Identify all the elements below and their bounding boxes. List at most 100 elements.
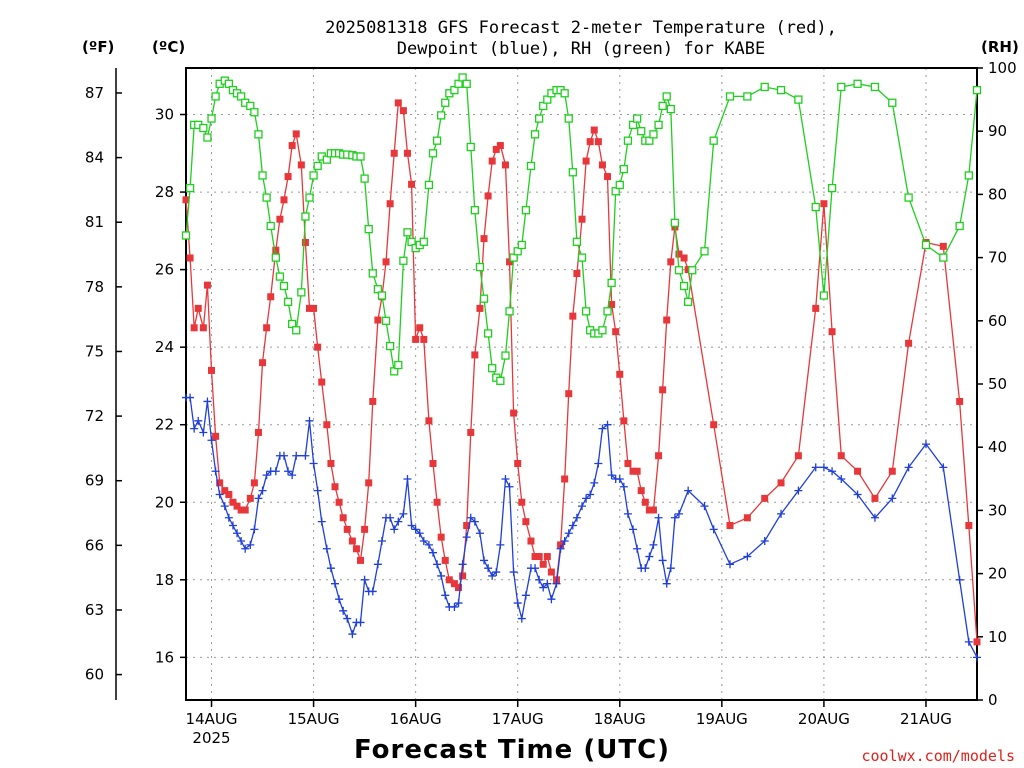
temperature-point xyxy=(335,498,343,506)
dewpoint-point xyxy=(377,537,386,546)
temperature-point xyxy=(416,324,424,332)
temperature-point xyxy=(539,560,547,568)
dewpoint-point xyxy=(424,540,433,549)
temperature-point xyxy=(506,258,514,266)
x-tick-sublabel: 2025 xyxy=(192,729,230,747)
temperature-point xyxy=(594,138,602,146)
rh-point xyxy=(632,114,642,123)
temperature-point xyxy=(284,173,292,181)
rh-point xyxy=(399,256,408,265)
rh-tick-label: 10 xyxy=(988,628,1007,646)
temperature-point xyxy=(522,518,530,526)
dewpoint-point xyxy=(343,614,352,623)
x-tick-label: 14AUG xyxy=(186,710,238,728)
dewpoint-point xyxy=(450,602,459,611)
rh-point xyxy=(385,341,395,351)
temperature-series xyxy=(182,99,981,646)
dewpoint-point xyxy=(964,637,973,646)
rh-point xyxy=(466,142,475,152)
rh-point xyxy=(607,278,616,288)
temperature-point xyxy=(590,126,598,134)
celsius-tick-label: 22 xyxy=(155,416,174,434)
rh-point xyxy=(853,79,862,88)
dewpoint-point xyxy=(870,513,879,522)
fahrenheit-tick-label: 60 xyxy=(85,666,104,684)
temperature-point xyxy=(726,522,734,530)
temperature-point xyxy=(761,494,769,502)
celsius-tick-label: 28 xyxy=(155,183,174,201)
temperature-point xyxy=(433,498,441,506)
rh-point xyxy=(437,111,446,120)
dewpoint-point xyxy=(246,540,255,549)
temperature-point xyxy=(272,246,280,254)
dewpoint-point xyxy=(488,571,497,580)
dewpoint-point xyxy=(629,525,638,534)
temperature-point xyxy=(412,335,420,343)
rh-point xyxy=(955,221,964,231)
dewpoint-point xyxy=(505,482,514,491)
rh-point xyxy=(794,95,803,104)
rh-point xyxy=(662,92,671,101)
temperature-point xyxy=(352,545,360,553)
temperature-point xyxy=(837,452,845,460)
temperature-point xyxy=(386,200,394,208)
rh-point xyxy=(819,291,829,300)
rh-point xyxy=(199,123,208,133)
rh-point xyxy=(203,133,212,142)
x-tick-label: 17AUG xyxy=(492,710,544,728)
temperature-point xyxy=(343,525,351,533)
rh-point xyxy=(964,171,973,180)
dewpoint-point xyxy=(837,474,846,483)
temperature-point xyxy=(939,242,947,250)
dewpoint-point xyxy=(496,540,505,549)
rh-point xyxy=(725,92,735,101)
temperature-point xyxy=(612,328,620,336)
temperature-point xyxy=(441,556,449,564)
temperature-point xyxy=(365,479,373,487)
dewpoint-series xyxy=(182,393,981,662)
dewpoint-point xyxy=(662,579,671,588)
temperature-point xyxy=(812,304,820,312)
temperature-point xyxy=(467,428,475,436)
dewpoint-point xyxy=(356,618,365,627)
temperature-point xyxy=(828,328,836,336)
dewpoint-point xyxy=(480,556,489,565)
rh-tick-label: 80 xyxy=(988,185,1007,203)
temperature-point xyxy=(318,378,326,386)
rh-point xyxy=(403,228,412,237)
rh-point xyxy=(700,247,709,256)
rh-point xyxy=(674,266,684,275)
rh-point xyxy=(870,82,880,92)
rh-point xyxy=(292,326,301,335)
temperature-point xyxy=(459,572,467,580)
temperature-point xyxy=(501,161,509,169)
rh-point xyxy=(250,108,259,117)
rh-point xyxy=(577,253,587,262)
rh-point xyxy=(521,206,531,215)
dewpoint-point xyxy=(556,544,565,553)
temperature-point xyxy=(301,238,309,246)
temperature-point xyxy=(586,138,594,146)
dewpoint-point xyxy=(199,428,208,437)
dewpoint-point xyxy=(284,467,293,476)
dewpoint-point xyxy=(658,556,667,565)
rh-point xyxy=(428,149,438,158)
dewpoint-point xyxy=(543,579,552,588)
dewpoint-point xyxy=(666,564,675,573)
dewpoint-point xyxy=(339,606,348,615)
temperature-line xyxy=(185,100,978,642)
dewpoint-point xyxy=(513,599,522,608)
rh-point xyxy=(419,237,428,246)
rh-point xyxy=(666,104,675,114)
dewpoint-point xyxy=(335,595,344,604)
temperature-point xyxy=(710,421,718,429)
rh-point xyxy=(301,212,310,221)
temperature-point xyxy=(535,553,543,561)
dewpoint-point xyxy=(484,564,493,573)
axes-layer: 16 18 20 22 24 26 28 30 60 63 66 69 72 75 78 81 84 87 0 10 2… xyxy=(85,59,1017,747)
rh-point xyxy=(526,161,536,171)
dewpoint-point xyxy=(560,537,569,546)
dewpoint-point xyxy=(288,471,297,480)
dewpoint-point xyxy=(475,529,484,538)
temperature-point xyxy=(212,432,220,440)
